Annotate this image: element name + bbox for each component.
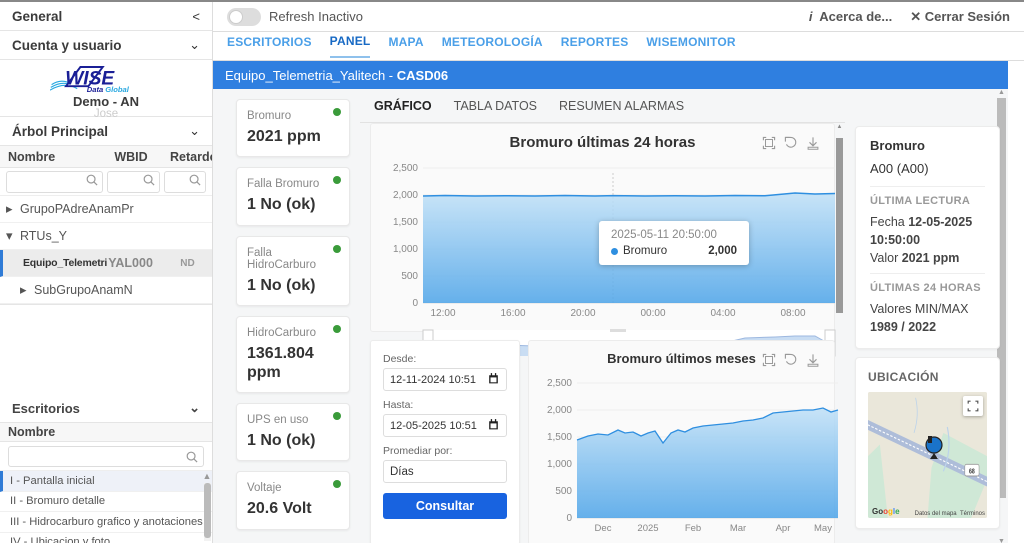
svg-text:2,000: 2,000 (393, 190, 418, 201)
svg-text:2025: 2025 (637, 523, 658, 534)
svg-text:Feb: Feb (685, 523, 701, 534)
svg-text:04:00: 04:00 (710, 308, 735, 319)
svg-text:Global: Global (105, 85, 130, 94)
svg-text:0: 0 (412, 298, 418, 309)
svg-text:00:00: 00:00 (640, 308, 665, 319)
svg-text:12:00: 12:00 (430, 308, 455, 319)
svg-text:Data: Data (87, 85, 103, 94)
svg-text:Dec: Dec (595, 523, 612, 534)
svg-text:08:00: 08:00 (780, 308, 805, 319)
svg-text:Mar: Mar (730, 523, 746, 534)
svg-text:500: 500 (555, 486, 572, 497)
svg-text:2,000: 2,000 (547, 405, 572, 416)
svg-text:1,000: 1,000 (393, 244, 418, 255)
svg-text:16:00: 16:00 (500, 308, 525, 319)
svg-text:1,000: 1,000 (547, 459, 572, 470)
svg-text:500: 500 (401, 271, 418, 282)
svg-text:Apr: Apr (776, 523, 791, 534)
svg-text:2,500: 2,500 (547, 378, 572, 389)
svg-text:20:00: 20:00 (570, 308, 595, 319)
svg-text:68: 68 (969, 468, 975, 476)
svg-text:1,500: 1,500 (393, 217, 418, 228)
svg-text:May: May (814, 523, 832, 534)
svg-text:0: 0 (566, 513, 572, 524)
svg-text:2,500: 2,500 (393, 163, 418, 174)
svg-text:1,500: 1,500 (547, 432, 572, 443)
